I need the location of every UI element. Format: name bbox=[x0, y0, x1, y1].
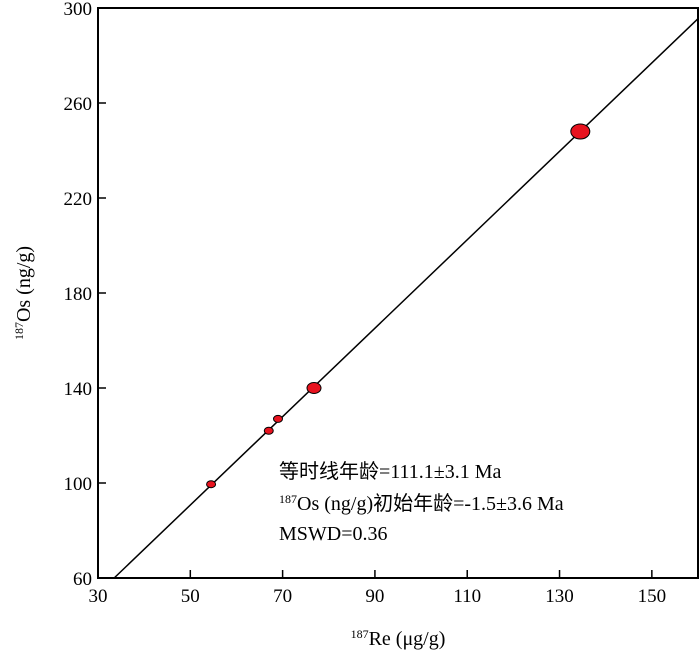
data-point bbox=[206, 480, 217, 489]
annotation-age: 等时线年龄=111.1±3.1 Ma bbox=[279, 460, 502, 483]
x-axis-title: 187Re (μg/g) bbox=[351, 627, 446, 650]
y-tick-label: 220 bbox=[64, 189, 93, 210]
data-points bbox=[206, 123, 591, 489]
annotation-initial-os: 187Os (ng/g)初始年龄=-1.5±3.6 Ma bbox=[279, 492, 564, 515]
y-tick-label: 100 bbox=[64, 474, 93, 495]
y-axis-title: 187Os (ng/g) bbox=[12, 246, 35, 340]
y-tick-label: 60 bbox=[73, 569, 92, 590]
y-tick-label: 180 bbox=[64, 284, 93, 305]
x-tick-label: 150 bbox=[638, 586, 667, 607]
y-axis-ticks: 60 100 140 180 220 260 300 bbox=[64, 0, 106, 590]
x-tick-label: 90 bbox=[365, 586, 384, 607]
x-axis-ticks: 30 50 70 90 110 130 150 bbox=[89, 570, 667, 607]
x-tick-label: 50 bbox=[181, 586, 200, 607]
y-tick-label: 300 bbox=[64, 0, 93, 20]
x-tick-label: 130 bbox=[545, 586, 574, 607]
y-tick-label: 140 bbox=[64, 379, 93, 400]
data-point bbox=[263, 426, 274, 435]
y-tick-label: 260 bbox=[64, 94, 93, 115]
data-point bbox=[273, 414, 283, 423]
data-point bbox=[306, 382, 322, 394]
annotation-mswd: MSWD=0.36 bbox=[279, 523, 388, 545]
x-tick-label: 30 bbox=[89, 586, 108, 607]
x-tick-label: 70 bbox=[273, 586, 292, 607]
x-tick-label: 110 bbox=[453, 586, 481, 607]
data-point bbox=[570, 123, 591, 140]
